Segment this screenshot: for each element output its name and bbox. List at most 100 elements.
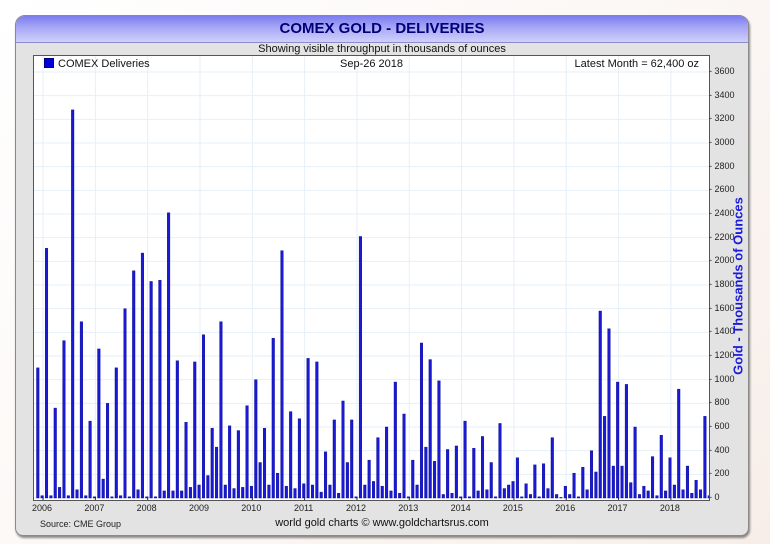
data-bar — [58, 487, 62, 499]
data-bar — [328, 484, 332, 499]
data-bar — [53, 407, 57, 499]
data-bar — [703, 416, 707, 499]
data-bar — [154, 496, 158, 499]
y-axis-title: Gold - Thousands of Ounces — [730, 197, 746, 375]
x-tick-label: 2010 — [241, 503, 262, 513]
data-bar — [206, 475, 210, 499]
data-bar — [481, 436, 485, 499]
x-tick-label: 2008 — [136, 503, 157, 513]
data-bar — [415, 484, 419, 499]
x-tick-label: 2007 — [84, 503, 105, 513]
y-tick-label: - 2400 — [709, 208, 735, 218]
data-bar — [306, 358, 310, 499]
data-bar — [576, 496, 580, 499]
y-tick-label: - 2600 — [709, 184, 735, 195]
data-bar — [276, 472, 280, 499]
data-bar — [511, 481, 515, 499]
data-bar — [79, 321, 83, 499]
data-bar — [546, 488, 550, 499]
data-bar — [350, 419, 354, 499]
data-bar — [502, 488, 506, 499]
data-bar — [223, 484, 227, 499]
data-bar — [232, 488, 236, 499]
title-bar: COMEX GOLD - DELIVERIES — [16, 16, 748, 43]
y-tick-label: - 3000 — [709, 137, 735, 147]
latest-month-label: Latest Month = 62,400 oz — [574, 58, 699, 70]
credit-label: world gold charts © www.goldchartsrus.co… — [275, 517, 489, 529]
data-bar — [249, 485, 253, 499]
data-bar — [45, 248, 49, 499]
data-bar — [385, 426, 389, 499]
data-bar — [489, 462, 493, 499]
x-tick-label: 2013 — [398, 503, 419, 513]
data-bar — [681, 489, 685, 499]
data-bar — [485, 489, 489, 499]
data-bar — [36, 367, 40, 499]
y-tick-label: - 400 — [709, 444, 730, 455]
data-bar — [289, 411, 293, 499]
data-bar — [476, 490, 480, 499]
x-tick-label: 2018 — [659, 503, 680, 513]
data-bar — [354, 496, 358, 499]
y-tick-label: - 1200 — [709, 350, 735, 360]
x-tick-label: 2017 — [607, 503, 628, 513]
x-tick-label: 2009 — [188, 503, 210, 513]
y-tick-label: - 1400 — [709, 326, 735, 337]
data-bar — [363, 484, 367, 499]
data-bar — [201, 334, 205, 499]
data-bar — [642, 485, 646, 499]
data-bar — [97, 348, 101, 499]
data-bar — [646, 490, 650, 499]
data-bar — [677, 388, 681, 499]
data-bar — [302, 483, 306, 499]
data-bar — [659, 435, 663, 499]
data-bar — [611, 465, 615, 499]
data-bar — [463, 420, 467, 499]
data-bar — [127, 496, 131, 499]
x-tick-label: 2015 — [502, 503, 523, 513]
data-bar — [603, 416, 607, 499]
data-bar — [62, 340, 66, 499]
data-bar — [263, 427, 267, 499]
data-bar — [145, 496, 149, 499]
y-tick-label: - 600 — [709, 421, 730, 431]
chart-title: COMEX GOLD - DELIVERIES — [279, 20, 485, 37]
data-bar — [411, 459, 415, 499]
data-bar — [367, 459, 371, 499]
data-bar — [123, 308, 127, 499]
data-bar — [40, 495, 44, 499]
y-tick-label: - 3400 — [709, 89, 735, 100]
y-tick-label: - 3600 — [709, 66, 735, 76]
chart-subtitle: Showing visible throughput in thousands … — [258, 43, 506, 55]
data-bar — [616, 381, 620, 499]
data-bar — [520, 496, 524, 499]
data-bar — [590, 450, 594, 499]
data-bar — [132, 270, 136, 499]
data-bar — [559, 497, 563, 499]
data-bar — [515, 457, 519, 499]
data-bar — [158, 280, 162, 499]
data-bar — [219, 321, 223, 499]
x-axis-labels: 2006 2007 2008 2009 2010 2011 2012 2013 2014 2015… — [32, 503, 708, 515]
data-bar — [594, 471, 598, 499]
data-bar — [49, 495, 53, 499]
data-bar — [341, 400, 345, 499]
data-bar — [101, 478, 105, 499]
data-bar — [707, 495, 709, 499]
data-bar — [406, 496, 410, 499]
data-bar — [672, 484, 676, 499]
data-bar — [110, 496, 114, 499]
data-bar — [459, 496, 463, 499]
data-bar — [428, 359, 432, 499]
data-bar — [685, 465, 689, 499]
data-bar — [84, 495, 88, 499]
data-bar — [310, 484, 314, 499]
data-bar — [393, 381, 397, 499]
data-bar — [655, 495, 659, 499]
data-bar — [324, 451, 328, 499]
data-bar — [568, 494, 572, 499]
data-bar — [337, 493, 341, 499]
data-bar — [494, 496, 498, 499]
data-bar — [398, 493, 402, 499]
data-bar — [188, 487, 192, 499]
